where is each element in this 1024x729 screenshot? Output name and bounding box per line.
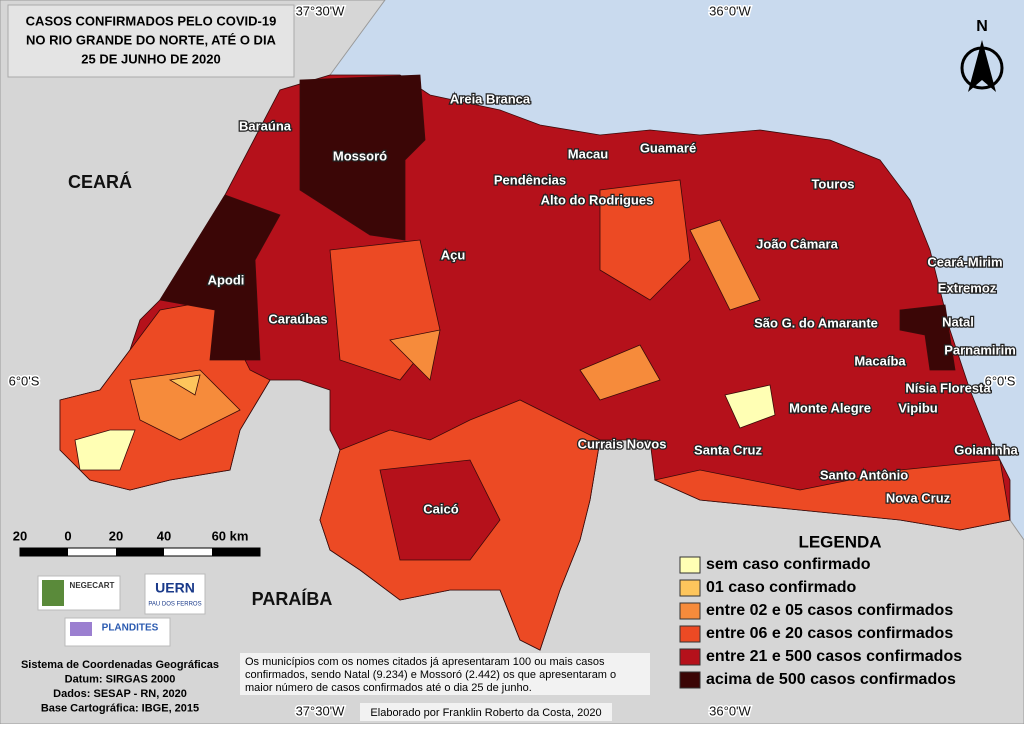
- city-label: Santa Cruz: [694, 442, 762, 457]
- city-label: Currais Novos: [578, 436, 667, 451]
- note-box: [240, 653, 650, 695]
- coord-label: 36°0'W: [709, 703, 751, 718]
- city-label: Monte Alegre: [789, 400, 871, 415]
- legend-swatch: [679, 625, 701, 643]
- city-label: Nísia Floresta: [905, 380, 991, 395]
- logo-text: PAU DOS FERROS: [148, 602, 201, 608]
- legend-label: acima de 500 casos confirmados: [706, 671, 956, 688]
- city-label: Macau: [568, 146, 609, 161]
- coord-label: 6°0'S: [9, 373, 40, 388]
- info-line: Base Cartográfica: IBGE, 2015: [41, 702, 199, 714]
- legend-label: entre 21 e 500 casos confirmados: [706, 648, 962, 665]
- scale-label: 40: [157, 528, 171, 543]
- city-label: João Câmara: [756, 236, 838, 251]
- note-line: confirmados, sendo Natal (9.234) e Mosso…: [245, 669, 616, 681]
- region: [389, 329, 441, 381]
- north-label: N: [976, 18, 988, 35]
- scale-label: 20: [13, 528, 27, 543]
- city-label: Apodi: [208, 272, 245, 287]
- city-label: Açu: [441, 247, 466, 262]
- city-label: Alto do Rodrigues: [541, 192, 654, 207]
- scale-bar: [19, 547, 261, 557]
- region: [299, 74, 426, 241]
- legend-swatch: [679, 556, 701, 574]
- scale-label: 20: [109, 528, 123, 543]
- region: [168, 374, 201, 396]
- city-label: Caraúbas: [268, 311, 327, 326]
- city-label: Natal: [942, 314, 974, 329]
- city-label: Ceará-Mirim: [927, 254, 1002, 269]
- state-label: CEARÁ: [68, 171, 132, 192]
- city-label: Guamaré: [640, 140, 696, 155]
- title-box: [7, 4, 295, 78]
- region: [159, 194, 281, 361]
- legend-swatch: [679, 671, 701, 689]
- logo-icon: [42, 580, 64, 606]
- legend-swatch: [679, 579, 701, 597]
- city-label: Pendências: [494, 172, 566, 187]
- region: [653, 459, 1011, 531]
- note-line: Os municípios com os nomes citados já ap…: [245, 656, 605, 668]
- coord-label: 36°0'W: [709, 3, 751, 18]
- credit-box: [360, 703, 612, 721]
- logo-icon: [70, 622, 92, 636]
- region: [129, 369, 241, 441]
- region: [724, 384, 776, 429]
- credit: Elaborado por Franklin Roberto da Costa,…: [370, 707, 601, 719]
- legend-title: LEGENDA: [798, 532, 881, 551]
- city-label: Areia Branca: [450, 91, 531, 106]
- logo-text: UERN: [155, 580, 195, 596]
- coord-label: 37°30'W: [296, 703, 346, 718]
- north-arrow: N: [960, 18, 1004, 92]
- legend-label: entre 06 e 20 casos confirmados: [706, 625, 953, 642]
- city-label: São G. do Amarante: [754, 315, 878, 330]
- region: [379, 459, 501, 561]
- note-line: maior número de casos confirmados até o …: [245, 682, 532, 694]
- info-line: Datum: SIRGAS 2000: [65, 673, 176, 685]
- region: [689, 219, 761, 311]
- city-label: Santo Antônio: [820, 467, 908, 482]
- city-label: Baraúna: [239, 118, 292, 133]
- info-line: Dados: SESAP - RN, 2020: [53, 688, 187, 700]
- city-label: Nova Cruz: [886, 490, 951, 505]
- scale-label: 60 km: [212, 528, 249, 543]
- legend-swatch: [679, 648, 701, 666]
- city-label: Parnamirim: [944, 342, 1016, 357]
- coord-label: 37°30'W: [296, 3, 346, 18]
- region: [599, 179, 691, 301]
- state-label: PARAÍBA: [252, 588, 333, 609]
- city-label: Extremoz: [938, 280, 997, 295]
- city-label: Macaíba: [854, 353, 906, 368]
- title-line: CASOS CONFIRMADOS PELO COVID-19: [26, 13, 277, 28]
- legend-label: sem caso confirmado: [706, 556, 871, 573]
- city-label: Goianinha: [954, 442, 1018, 457]
- coord-label: 6°0'S: [985, 373, 1016, 388]
- logo: [144, 573, 206, 615]
- info-line: Sistema de Coordenadas Geográficas: [21, 659, 219, 671]
- logo-text: NEGECART: [70, 581, 115, 590]
- city-label: Vipibu: [898, 400, 938, 415]
- region: [579, 344, 661, 401]
- title-line: NO RIO GRANDE DO NORTE, ATÉ O DIA: [26, 32, 277, 47]
- city-label: Mossoró: [333, 148, 387, 163]
- logo-text: PLANDITES: [102, 623, 159, 634]
- title-line: 25 DE JUNHO DE 2020: [81, 51, 220, 66]
- legend-label: entre 02 e 05 casos confirmados: [706, 602, 953, 619]
- city-label: Caicó: [423, 501, 458, 516]
- region: [899, 304, 956, 371]
- legend-label: 01 caso confirmado: [706, 579, 857, 596]
- scale-label: 0: [64, 528, 71, 543]
- region: [74, 429, 136, 471]
- legend-swatch: [679, 602, 701, 620]
- city-label: Touros: [811, 176, 854, 191]
